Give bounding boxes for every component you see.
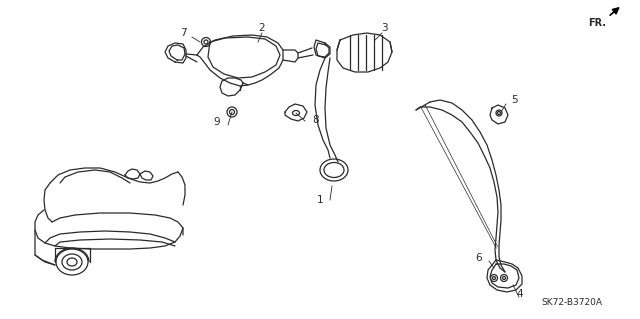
Text: FR.: FR. xyxy=(588,18,606,28)
Text: 8: 8 xyxy=(313,115,319,125)
Text: SK72-B3720A: SK72-B3720A xyxy=(541,298,602,307)
Text: 1: 1 xyxy=(317,195,323,205)
Text: 4: 4 xyxy=(516,289,524,299)
Text: 5: 5 xyxy=(512,95,518,105)
Text: 6: 6 xyxy=(476,253,483,263)
Text: 3: 3 xyxy=(381,23,387,33)
Text: 9: 9 xyxy=(214,117,220,127)
Text: 7: 7 xyxy=(180,28,186,38)
Text: 2: 2 xyxy=(259,23,266,33)
